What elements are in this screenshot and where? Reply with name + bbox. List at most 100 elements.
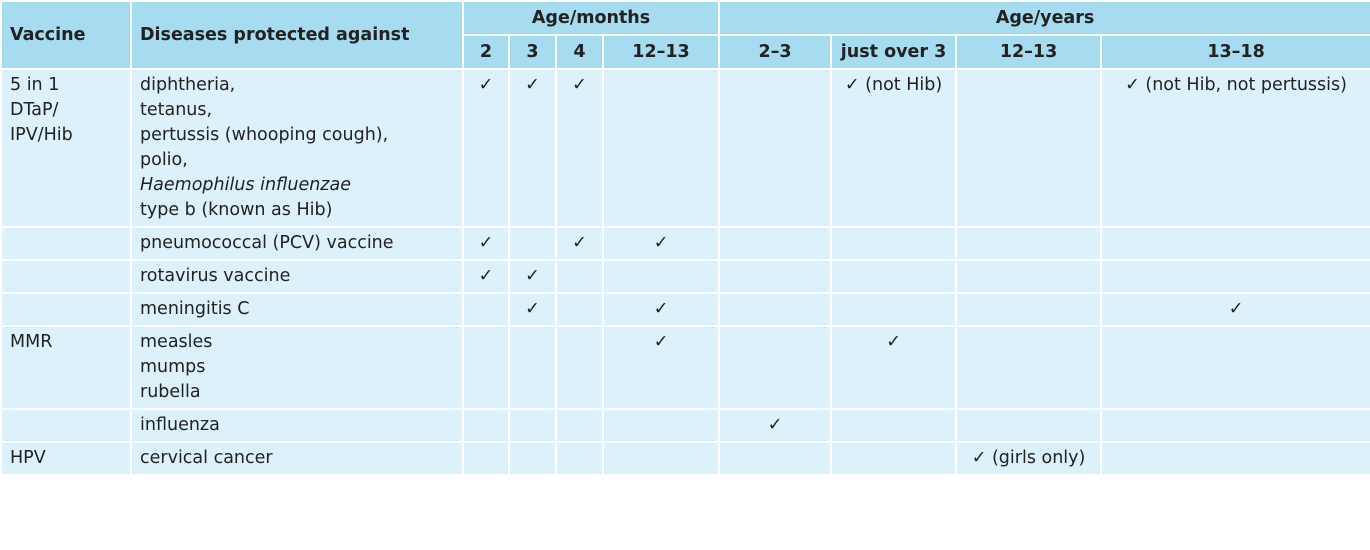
- age-header: 12–13: [955, 34, 1103, 70]
- diseases-cell: pneumococcal (PCV) vaccine: [130, 226, 464, 261]
- empty-cell: [718, 68, 833, 228]
- vaccine-cell: [0, 259, 132, 294]
- disease: tetanus,: [140, 100, 213, 120]
- empty-cell: [955, 259, 1103, 294]
- schedule-cell: ✓: [830, 325, 958, 410]
- disease: rotavirus vaccine: [140, 266, 291, 286]
- vaccine-cell: 5 in 1 DTaP/IPV/Hib: [0, 68, 132, 228]
- schedule-cell: ✓: [462, 226, 510, 261]
- disease: pertussis (whooping cough),: [140, 125, 389, 145]
- empty-cell: [508, 226, 557, 261]
- schedule-cell: ✓: [508, 68, 557, 228]
- disease: type b (known as Hib): [140, 200, 333, 220]
- age-header: 13–18: [1100, 34, 1370, 70]
- vaccine-cell: [0, 292, 132, 327]
- empty-cell: [830, 259, 958, 294]
- schedule-cell: ✓: [555, 226, 604, 261]
- header-row: 2 3 4 12–13 2–3 just over 3 12–13 13–18: [1, 34, 1370, 70]
- empty-cell: [555, 292, 604, 327]
- empty-cell: [555, 259, 604, 294]
- vaccine-table: Vaccine Diseases protected against Age/mon…: [0, 0, 1370, 476]
- diseases-cell: meningitis C: [130, 292, 464, 327]
- age-header: 2: [462, 34, 510, 70]
- schedule-cell: ✓: [462, 68, 510, 228]
- schedule-cell: ✓: [601, 226, 721, 261]
- schedule-cell: ✓: [508, 259, 557, 294]
- empty-cell: [508, 325, 557, 410]
- schedule-cell: ✓: [601, 292, 721, 327]
- disease: diphtheria,: [140, 75, 236, 95]
- column-header: Diseases protected against: [130, 0, 464, 70]
- empty-cell: [601, 441, 721, 476]
- schedule-cell: ✓: [462, 259, 510, 294]
- age-header: 3: [508, 34, 557, 70]
- empty-cell: [1100, 441, 1370, 476]
- disease: meningitis C: [140, 299, 250, 319]
- empty-cell: [555, 441, 604, 476]
- empty-cell: [508, 441, 557, 476]
- age-header: 12–13: [601, 34, 721, 70]
- vaccine-name: 5 in 1: [10, 75, 60, 95]
- empty-cell: [462, 292, 510, 327]
- empty-cell: [601, 68, 721, 228]
- vaccine-cell: [0, 226, 132, 261]
- vaccine-name: HPV: [10, 448, 46, 468]
- table-row: HPV cervical cancer ✓ (girls only): [0, 441, 1370, 476]
- table-row: pneumococcal (PCV) vaccine ✓ ✓ ✓: [0, 226, 1370, 261]
- empty-cell: [462, 441, 510, 476]
- empty-cell: [1100, 226, 1370, 261]
- empty-cell: [830, 292, 958, 327]
- empty-cell: [718, 292, 833, 327]
- disease: cervical cancer: [140, 448, 273, 468]
- disease: influenza: [140, 415, 220, 435]
- empty-cell: [955, 226, 1103, 261]
- empty-cell: [462, 408, 510, 443]
- schedule-cell: ✓: [718, 408, 833, 443]
- table-row: rotavirus vaccine ✓ ✓: [0, 259, 1370, 294]
- schedule-cell: ✓ (not Hib): [830, 68, 958, 228]
- age-header: just over 3: [830, 34, 958, 70]
- diseases-cell: measles mumps rubella: [130, 325, 464, 410]
- vaccine-name: MMR: [10, 332, 53, 352]
- group-header: Age/months: [461, 0, 721, 36]
- age-header: 2–3: [718, 34, 833, 70]
- empty-cell: [1100, 259, 1370, 294]
- empty-cell: [462, 325, 510, 410]
- empty-cell: [830, 441, 958, 476]
- disease: measles: [140, 332, 213, 352]
- schedule-cell: ✓: [1100, 292, 1370, 327]
- empty-cell: [718, 441, 833, 476]
- schedule-cell: ✓: [601, 325, 721, 410]
- empty-cell: [601, 408, 721, 443]
- empty-cell: [955, 408, 1103, 443]
- diseases-cell: rotavirus vaccine: [130, 259, 464, 294]
- table-row: 5 in 1 DTaP/IPV/Hib diphtheria, tetanus, per…: [0, 68, 1370, 228]
- empty-cell: [718, 259, 833, 294]
- empty-cell: [555, 408, 604, 443]
- table-header: Vaccine Diseases protected against Age/mon…: [0, 0, 1370, 70]
- table-row: meningitis C ✓ ✓ ✓: [0, 292, 1370, 327]
- schedule-cell: ✓ (not Hib, not pertussis): [1100, 68, 1370, 228]
- vaccine-cell: MMR: [0, 325, 132, 410]
- empty-cell: [1100, 408, 1370, 443]
- diseases-cell: cervical cancer: [130, 441, 464, 476]
- vaccine-name: IPV/Hib: [10, 125, 73, 145]
- empty-cell: [718, 325, 833, 410]
- disease: pneumococcal (PCV) vaccine: [140, 233, 394, 253]
- empty-cell: [1100, 325, 1370, 410]
- empty-cell: [601, 259, 721, 294]
- disease: mumps: [140, 357, 206, 377]
- vaccine-cell: [0, 408, 132, 443]
- schedule-cell: ✓: [508, 292, 557, 327]
- empty-cell: [508, 408, 557, 443]
- schedule-cell: ✓: [555, 68, 604, 228]
- empty-cell: [955, 292, 1103, 327]
- group-header: Age/years: [718, 0, 1370, 36]
- disease: Haemophilus influenzae: [140, 175, 351, 195]
- table-row: MMR measles mumps rubella ✓ ✓: [0, 325, 1370, 410]
- empty-cell: [955, 68, 1103, 228]
- empty-cell: [718, 226, 833, 261]
- header-row: Vaccine Diseases protected against Age/mon…: [0, 0, 1370, 70]
- age-header: 4: [555, 34, 604, 70]
